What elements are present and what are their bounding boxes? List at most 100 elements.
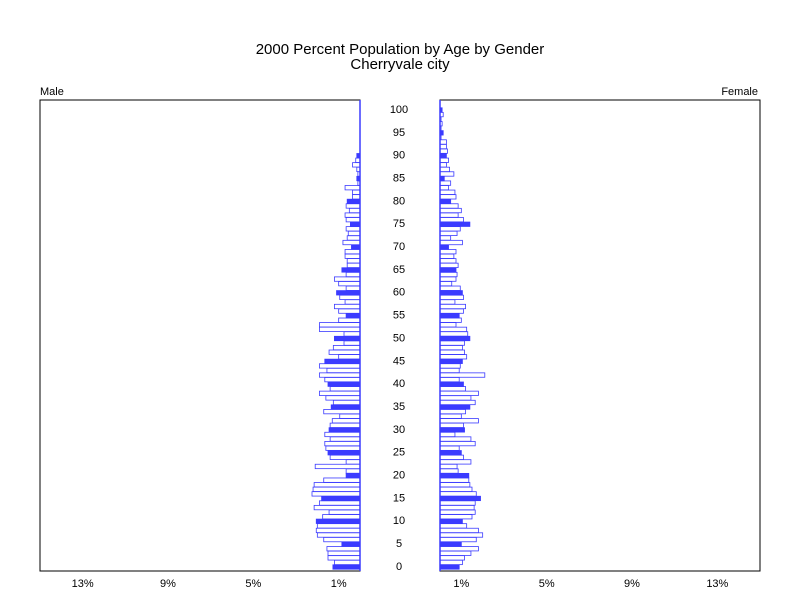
- bar: [439, 267, 457, 273]
- bar: [439, 322, 457, 328]
- bar: [344, 185, 361, 191]
- bar: [332, 399, 361, 406]
- bar: [439, 299, 456, 305]
- bar: [439, 495, 481, 502]
- bar: [345, 468, 361, 474]
- bar: [439, 363, 461, 369]
- bar: [439, 153, 447, 159]
- bar: [439, 354, 468, 360]
- bar: [439, 413, 462, 419]
- bar: [439, 217, 464, 223]
- bar: [439, 532, 484, 538]
- bar: [329, 454, 361, 460]
- bar: [439, 198, 452, 204]
- bar: [439, 463, 458, 470]
- bar: [439, 431, 456, 438]
- bar: [439, 422, 464, 428]
- bar: [439, 404, 471, 410]
- bar: [324, 358, 361, 364]
- bar: [352, 162, 361, 168]
- age-label: 40: [393, 378, 405, 390]
- x-tick-label: 5%: [539, 578, 555, 590]
- bar: [439, 555, 465, 561]
- age-label: 50: [393, 332, 405, 344]
- bar: [343, 340, 361, 346]
- bar: [439, 271, 458, 278]
- bar: [345, 217, 361, 223]
- bar: [332, 564, 361, 570]
- bar: [439, 230, 458, 236]
- bar: [323, 409, 361, 415]
- bar: [439, 308, 464, 314]
- male-panel: [39, 99, 361, 572]
- bar: [439, 395, 472, 401]
- bar: [439, 185, 449, 191]
- age-label: 65: [393, 264, 405, 276]
- bar: [439, 367, 460, 374]
- x-tick-label: 1%: [331, 578, 347, 590]
- bar: [345, 313, 361, 319]
- female-panel: [439, 99, 761, 572]
- bar: [324, 377, 361, 383]
- bar: [345, 226, 361, 232]
- bar: [439, 276, 457, 282]
- bar: [349, 221, 361, 227]
- bar: [439, 399, 476, 406]
- bar: [323, 477, 361, 483]
- bar: [439, 139, 447, 145]
- x-tick-label: 5%: [245, 578, 261, 590]
- bar: [338, 317, 361, 323]
- bar: [319, 372, 361, 378]
- age-label: 100: [390, 104, 408, 116]
- bar: [439, 281, 453, 287]
- bar: [316, 523, 361, 529]
- bar: [439, 203, 459, 209]
- bar: [339, 413, 361, 419]
- age-label: 0: [396, 561, 402, 573]
- bar: [439, 189, 456, 195]
- bar: [439, 436, 472, 442]
- bar: [439, 340, 465, 346]
- age-label: 60: [393, 287, 405, 299]
- bar: [439, 212, 459, 218]
- bar: [344, 253, 361, 259]
- bar: [439, 335, 471, 342]
- bar: [338, 308, 361, 314]
- bar: [342, 239, 361, 246]
- bar: [439, 290, 463, 296]
- bar: [346, 258, 361, 264]
- bar: [439, 459, 472, 465]
- bar: [328, 427, 361, 433]
- bar: [439, 527, 479, 534]
- bar: [346, 262, 361, 268]
- bar: [323, 536, 361, 543]
- bar: [341, 541, 361, 547]
- bar: [330, 404, 361, 410]
- bar: [319, 500, 361, 506]
- bar: [341, 267, 361, 273]
- bar: [326, 367, 361, 374]
- bar: [439, 244, 449, 250]
- bar: [322, 514, 361, 520]
- bar: [439, 500, 476, 506]
- bar: [439, 157, 449, 163]
- bar: [352, 189, 361, 195]
- bar: [439, 381, 464, 387]
- bar: [345, 203, 361, 209]
- x-tick-label: 9%: [624, 578, 640, 590]
- bar: [439, 162, 447, 168]
- bar: [439, 143, 447, 150]
- bar: [319, 390, 361, 396]
- bar: [439, 536, 477, 543]
- bar: [439, 409, 467, 415]
- bar: [336, 290, 361, 296]
- bar: [439, 477, 470, 483]
- age-label: 45: [393, 355, 405, 367]
- bar: [331, 418, 361, 424]
- bar: [439, 345, 463, 351]
- bar: [439, 514, 473, 520]
- bar: [324, 431, 361, 438]
- bar: [439, 472, 470, 479]
- age-label: 15: [393, 492, 405, 504]
- age-label: 20: [393, 470, 405, 482]
